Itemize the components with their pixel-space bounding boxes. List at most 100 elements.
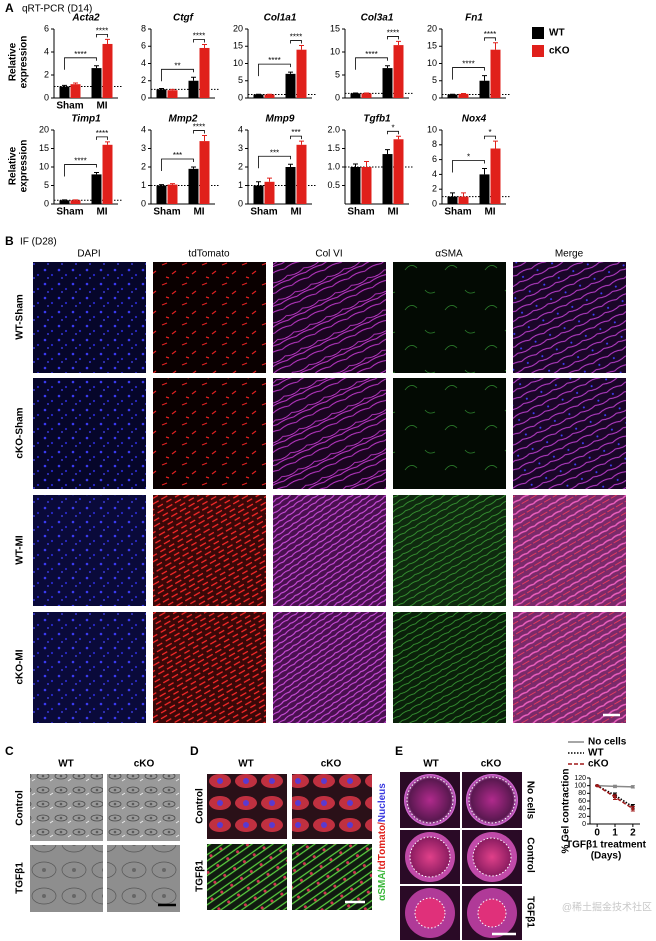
panel-label: E bbox=[395, 744, 403, 758]
bar bbox=[199, 47, 210, 98]
significance-label: * bbox=[488, 128, 491, 137]
error-bar bbox=[159, 184, 164, 186]
y-tick-label: 10 bbox=[39, 161, 49, 171]
error-bar bbox=[267, 177, 272, 182]
bar bbox=[490, 49, 501, 98]
chart-title: Col1a1 bbox=[264, 13, 297, 24]
error-bar bbox=[299, 45, 304, 50]
error-bar bbox=[256, 181, 261, 186]
y-axis-label: Relative expression bbox=[8, 140, 30, 193]
y-tick-label: 100 bbox=[574, 783, 586, 790]
chart-title: Tgfb1 bbox=[363, 114, 391, 125]
y-tick-label: 15 bbox=[330, 23, 340, 33]
error-bar bbox=[73, 82, 78, 85]
image-texture bbox=[292, 774, 372, 839]
significance-label: **** bbox=[193, 123, 205, 132]
column-header: DAPI bbox=[77, 249, 100, 260]
bar bbox=[167, 90, 178, 98]
chart-title: Acta2 bbox=[71, 13, 100, 24]
bar bbox=[59, 200, 70, 204]
bar bbox=[350, 167, 361, 204]
image-texture bbox=[107, 774, 180, 841]
chart-title: Mmp9 bbox=[266, 114, 295, 125]
x-tick-label: MI bbox=[484, 207, 495, 218]
y-tick-label: 0.5 bbox=[327, 180, 340, 190]
y-axis-label: Relative expression bbox=[8, 36, 30, 89]
significance-bracket bbox=[387, 130, 399, 135]
y-tick-label: 0 bbox=[238, 92, 243, 102]
point bbox=[613, 795, 617, 799]
significance-label: **** bbox=[96, 129, 108, 138]
y-label-line: Relative bbox=[8, 42, 19, 81]
bar bbox=[59, 86, 70, 98]
bar bbox=[447, 196, 458, 204]
y-tick-label: 0 bbox=[432, 198, 437, 208]
stain-part: tdTomato/ bbox=[377, 822, 388, 870]
image-texture bbox=[30, 774, 103, 841]
significance-label: **** bbox=[365, 50, 377, 59]
error-bar bbox=[105, 141, 110, 145]
gel bbox=[466, 774, 518, 826]
image-texture bbox=[513, 612, 626, 723]
y-tick-label: 2 bbox=[141, 75, 146, 85]
y-tick-label: 6 bbox=[44, 23, 49, 33]
significance-label: **** bbox=[96, 26, 108, 35]
y-tick-label: 4 bbox=[141, 124, 146, 134]
chart-title: Timp1 bbox=[71, 114, 101, 125]
significance-label: **** bbox=[484, 30, 496, 39]
legend-label: No cells bbox=[588, 737, 627, 748]
y-tick-label: 15 bbox=[233, 41, 243, 51]
bar bbox=[156, 185, 167, 204]
y-tick-label: 8 bbox=[141, 23, 146, 33]
bar bbox=[382, 154, 393, 204]
bar bbox=[382, 68, 393, 98]
x-tick-label: 1 bbox=[612, 828, 618, 839]
y-tick-label: 1 bbox=[238, 180, 243, 190]
significance-label: **** bbox=[268, 56, 280, 65]
stain-part: αSMA/ bbox=[377, 869, 388, 900]
column-header: Merge bbox=[555, 249, 584, 260]
y-tick-label: 5 bbox=[44, 180, 49, 190]
row-label: TGFβ1 bbox=[195, 860, 206, 892]
image-texture bbox=[292, 844, 372, 910]
bar bbox=[458, 93, 469, 98]
bar bbox=[458, 196, 469, 204]
image-texture bbox=[107, 845, 180, 912]
y-tick-label: 2 bbox=[432, 184, 437, 194]
y-tick-label: 5 bbox=[432, 75, 437, 85]
bar bbox=[264, 94, 275, 98]
significance-bracket bbox=[484, 37, 496, 41]
x-axis-label: TGFβ1 treatment bbox=[566, 840, 647, 851]
legend-label: cKO bbox=[588, 759, 609, 770]
bar bbox=[91, 174, 102, 204]
image-texture bbox=[33, 495, 146, 606]
panel-e: E WT cKO No cells Control TGFβ1 bbox=[395, 744, 535, 940]
bar bbox=[393, 45, 404, 98]
significance-label: *** bbox=[291, 128, 300, 137]
gel-outline bbox=[477, 898, 507, 928]
significance-label: **** bbox=[462, 60, 474, 69]
panel-label: A bbox=[5, 1, 14, 15]
panel-label: B bbox=[5, 234, 14, 248]
error-bar bbox=[159, 88, 164, 90]
x-axis-label: (Days) bbox=[591, 851, 622, 862]
error-bar bbox=[364, 160, 369, 167]
bar bbox=[188, 168, 199, 204]
row-label: TGFβ1 bbox=[524, 896, 535, 928]
image-texture bbox=[513, 495, 626, 606]
error-bar bbox=[385, 65, 390, 69]
column-header: cKO bbox=[481, 759, 502, 770]
y-tick-label: 2 bbox=[44, 69, 49, 79]
bar bbox=[296, 49, 307, 98]
error-bar bbox=[202, 135, 207, 142]
image-texture bbox=[153, 262, 266, 373]
chart-title: Col3a1 bbox=[361, 13, 394, 24]
y-tick-label: 5 bbox=[238, 75, 243, 85]
row-label: No cells bbox=[524, 781, 535, 820]
significance-bracket bbox=[258, 155, 291, 169]
y-tick-label: 120 bbox=[574, 775, 586, 782]
significance-bracket bbox=[290, 135, 302, 140]
error-bar bbox=[170, 183, 175, 185]
y-tick-label: 10 bbox=[427, 124, 437, 134]
gel-outline bbox=[414, 897, 446, 929]
